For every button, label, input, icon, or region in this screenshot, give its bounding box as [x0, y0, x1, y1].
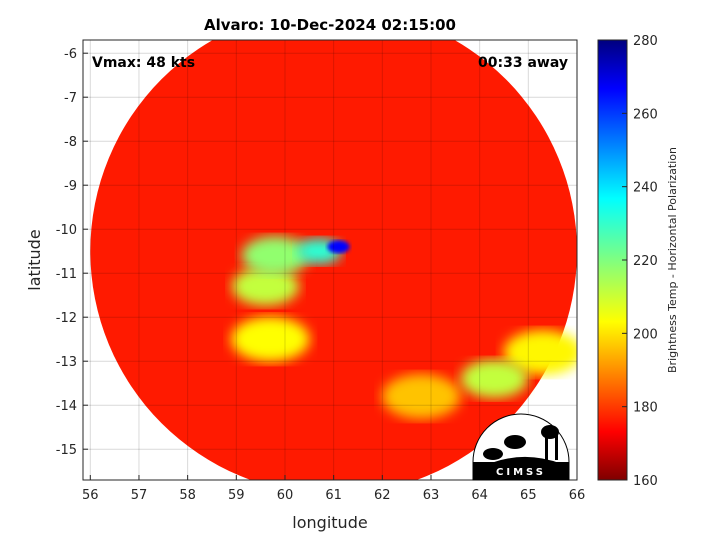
- x-tick-label: 65: [520, 488, 537, 503]
- colorbar: 160 180 200 220 240 260 280 Brightness Temp - …: [597, 34, 679, 489]
- y-tick-label: -12: [56, 311, 77, 326]
- x-tick-label: 62: [374, 488, 391, 503]
- plot-frame: [82, 39, 578, 481]
- y-tick-label: -8: [64, 135, 77, 150]
- y-tick-label: -10: [56, 223, 77, 238]
- x-axis: 56 57 58 59 60 61 62 63 64 65 66: [82, 475, 585, 503]
- vmax-annotation: Vmax: 48 kts: [92, 55, 195, 71]
- colorbar-tick-label: 240: [633, 181, 658, 196]
- feature-mark: [327, 240, 350, 254]
- colorbar-ticks: 160 180 200 220 240 260 280: [622, 34, 658, 489]
- feature-mark: [382, 374, 461, 419]
- y-tick-label: -9: [64, 179, 77, 194]
- x-axis-label: longitude: [292, 513, 367, 532]
- colorbar-tick-label: 280: [633, 34, 658, 49]
- colorbar-tick-label: 260: [633, 107, 658, 122]
- x-tick-label: 59: [228, 488, 245, 503]
- y-tick-label: -6: [64, 47, 77, 62]
- y-tick-label: -14: [56, 399, 77, 414]
- cimss-logo: CIMSS: [472, 413, 570, 481]
- chart-title: Alvaro: 10-Dec-2024 02:15:00: [204, 16, 456, 34]
- colorbar-tick-label: 220: [633, 254, 658, 269]
- grid: [83, 40, 577, 480]
- x-tick-label: 57: [131, 488, 148, 503]
- y-tick-label: -7: [64, 91, 77, 106]
- colorbar-tick-label: 200: [633, 327, 658, 342]
- feature-mark: [231, 316, 310, 362]
- feature-mark: [460, 359, 528, 398]
- x-tick-label: 56: [82, 488, 99, 503]
- x-tick-label: 63: [423, 488, 440, 503]
- colorbar-label: Brightness Temp - Horizontal Polarizatio…: [666, 147, 679, 373]
- x-tick-label: 58: [179, 488, 196, 503]
- y-tick-label: -13: [56, 355, 77, 370]
- feature-mark: [241, 236, 309, 275]
- x-tick-label: 60: [277, 488, 294, 503]
- feature-mark: [231, 267, 300, 306]
- x-tick-label: 66: [569, 488, 586, 503]
- plot-area: [83, 40, 577, 480]
- y-tick-label: -15: [56, 443, 77, 458]
- y-tick-label: -11: [56, 267, 77, 282]
- logo-text: CIMSS: [496, 467, 546, 478]
- x-tick-label: 64: [471, 488, 488, 503]
- colorbar-tick-label: 180: [633, 401, 658, 416]
- colorbar-tick-label: 160: [633, 474, 658, 489]
- microwave-swath: [90, 40, 577, 480]
- feature-mark: [503, 330, 577, 375]
- y-axis-label: latitude: [25, 229, 44, 290]
- time-offset-annotation: 00:33 away: [478, 55, 568, 71]
- y-axis: -6 -7 -8 -9 -10 -11 -12 -13 -14 -15: [56, 47, 88, 458]
- x-tick-label: 61: [325, 488, 342, 503]
